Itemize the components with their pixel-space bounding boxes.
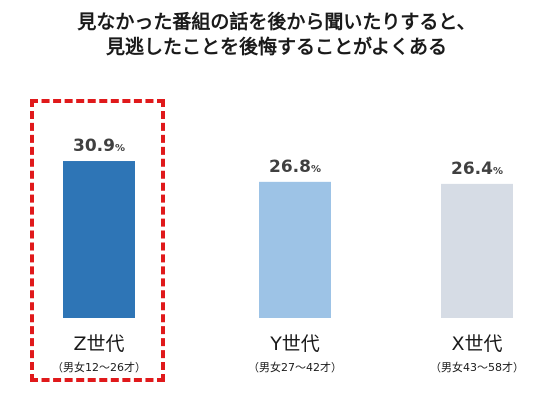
highlight-dashed-box bbox=[30, 99, 165, 382]
bar-3 bbox=[441, 183, 513, 318]
chart-title-line-2: 見逃したことを後悔することがよくある bbox=[105, 36, 448, 58]
category-label-2: Y世代 bbox=[269, 333, 320, 355]
bar-1 bbox=[63, 161, 135, 318]
category-sublabel-2: （男女27～42才） bbox=[248, 360, 342, 374]
chart-title: 見なかった番組の話を後から聞いたりすると、 見逃したことを後悔することがよくある bbox=[0, 10, 553, 60]
category-sublabel-3: （男女43～58才） bbox=[430, 360, 524, 374]
chart-title-line-1: 見なかった番組の話を後から聞いたりすると、 bbox=[77, 11, 476, 33]
value-label-1: 30.9% bbox=[73, 136, 125, 156]
category-sublabel-1: （男女12～26才） bbox=[52, 360, 146, 374]
value-label-3: 26.4% bbox=[451, 159, 503, 179]
category-label-1: Z世代 bbox=[73, 333, 124, 355]
category-label-3: X世代 bbox=[451, 333, 502, 355]
bar-2 bbox=[259, 181, 331, 318]
value-label-2: 26.8% bbox=[269, 157, 321, 177]
